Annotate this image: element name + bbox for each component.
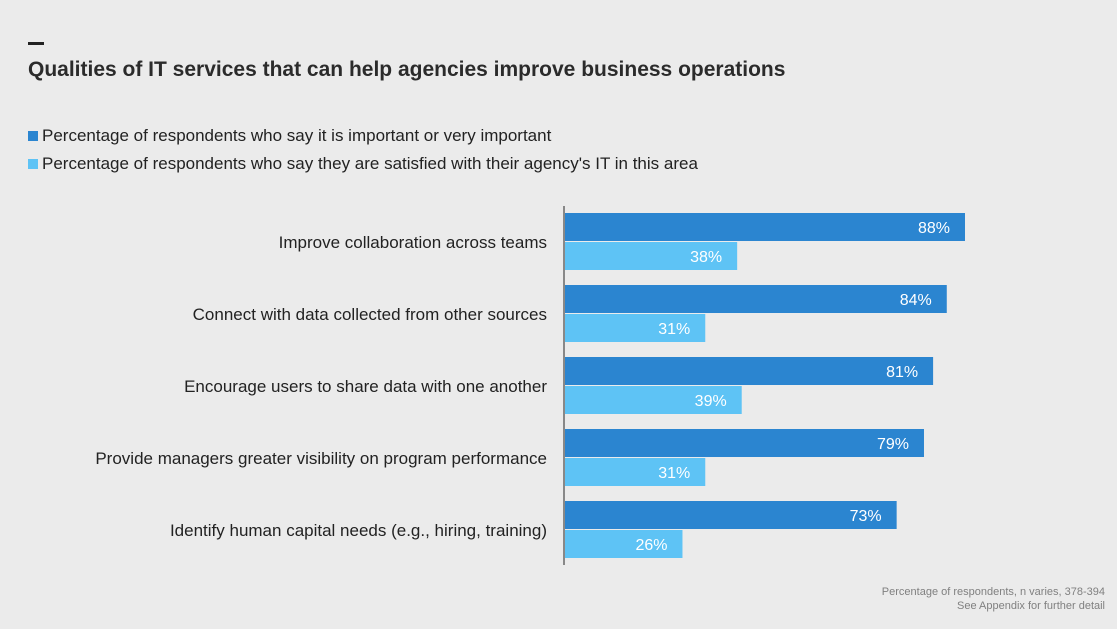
legend-swatch-satisfied: [28, 159, 38, 169]
category-label: Improve collaboration across teams: [279, 233, 547, 252]
bar-important: [564, 501, 897, 529]
bar-important: [564, 285, 947, 313]
title-dash: [28, 42, 44, 45]
data-label-satisfied: 26%: [635, 537, 667, 554]
bar-satisfied: [564, 386, 742, 414]
footnote-sample-size: Percentage of respondents, n varies, 378…: [881, 586, 1105, 598]
category-label: Connect with data collected from other s…: [193, 305, 547, 324]
data-label-important: 84%: [900, 292, 932, 309]
legend-item-important: Percentage of respondents who say it is …: [28, 122, 698, 150]
footnote-appendix: See Appendix for further detail: [957, 600, 1105, 612]
data-label-satisfied: 39%: [695, 393, 727, 410]
data-label-important: 73%: [850, 508, 882, 525]
bar-satisfied: [564, 530, 683, 558]
data-label-important: 88%: [918, 220, 950, 237]
category-label: Identify human capital needs (e.g., hiri…: [170, 521, 547, 540]
bar-satisfied: [564, 242, 738, 270]
legend-label-satisfied: Percentage of respondents who say they a…: [42, 154, 698, 173]
data-label-satisfied: 31%: [658, 321, 690, 338]
data-label-satisfied: 38%: [690, 249, 722, 266]
legend-item-satisfied: Percentage of respondents who say they a…: [28, 150, 698, 178]
bar-important: [564, 213, 965, 241]
legend-label-important: Percentage of respondents who say it is …: [42, 126, 552, 145]
footnote: Percentage of respondents, n varies, 378…: [882, 585, 1105, 613]
legend: Percentage of respondents who say it is …: [28, 122, 698, 178]
bar-important: [564, 357, 934, 385]
category-label: Encourage users to share data with one a…: [184, 377, 547, 396]
category-label: Provide managers greater visibility on p…: [95, 449, 547, 468]
data-label-important: 81%: [886, 364, 918, 381]
bar-satisfied: [564, 314, 706, 342]
data-label-important: 79%: [877, 436, 909, 453]
chart-title: Qualities of IT services that can help a…: [28, 58, 786, 81]
data-label-satisfied: 31%: [658, 465, 690, 482]
bar-satisfied: [564, 458, 706, 486]
bar-important: [564, 429, 924, 457]
legend-swatch-important: [28, 131, 38, 141]
